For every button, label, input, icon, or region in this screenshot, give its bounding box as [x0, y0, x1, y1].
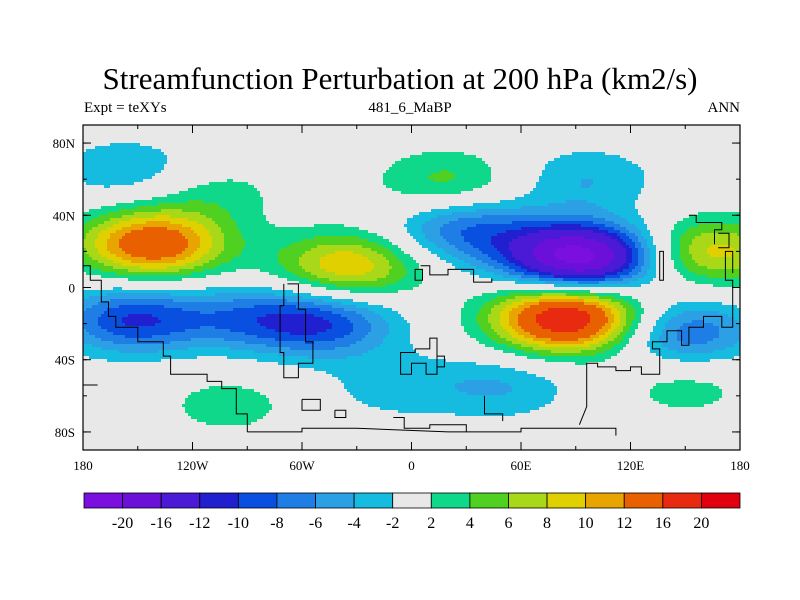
x-tick-label: 0: [408, 458, 415, 473]
coastline-7: [400, 337, 438, 375]
coastline-2: [279, 283, 314, 379]
colorbar-box: [199, 492, 239, 509]
colorbar-box: [430, 492, 471, 509]
colorbar-label: 4: [466, 515, 474, 532]
colorbar-box: [623, 492, 664, 509]
x-tick-label: 180: [73, 458, 93, 473]
colorbar-label: 16: [655, 515, 671, 532]
colorbar-box: [469, 492, 509, 509]
y-tick-label: 40N: [53, 208, 76, 223]
colorbar-box: [237, 492, 278, 509]
colorbar-box: [160, 492, 201, 509]
coastline-0: [83, 265, 248, 432]
y-tick-label: 80N: [53, 136, 76, 151]
coastline-10: [393, 417, 467, 432]
y-tick-label: 0: [69, 281, 76, 296]
x-tick-label: 120W: [177, 458, 210, 473]
colorbar-label: 2: [427, 515, 435, 532]
case-label: 481_6_MaBP: [368, 100, 452, 116]
map-title: Streamfunction Perturbation at 200 hPa (…: [102, 61, 698, 96]
colorbar-label: -4: [347, 515, 360, 532]
colorbar-label: 10: [578, 515, 594, 532]
colorbar-box: [585, 492, 625, 509]
colorbar-label: -8: [270, 515, 283, 532]
colorbar-label: 8: [543, 515, 551, 532]
colorbar-box: [353, 492, 394, 509]
colorbar-label: -16: [151, 515, 172, 532]
x-tick-label: 60W: [289, 458, 315, 473]
colorbar-label: -10: [228, 515, 249, 532]
colorbar-box: [315, 492, 355, 509]
coastline-6: [414, 268, 423, 281]
coastline-5: [420, 265, 493, 283]
colorbar-label: 12: [616, 515, 632, 532]
coastline-13: [688, 214, 723, 245]
colorbar-box: [508, 492, 548, 509]
coastline-4: [334, 409, 347, 418]
coastline-8: [436, 355, 445, 368]
colorbar-label: -20: [112, 515, 133, 532]
coastline-1: [247, 427, 617, 436]
y-tick-label: 80S: [55, 425, 75, 440]
field-raster: [83, 143, 740, 425]
colorbar-box: [83, 492, 123, 509]
colorbar-label: -6: [309, 515, 322, 532]
season-label: ANN: [707, 100, 741, 116]
colorbar-label: 20: [693, 515, 709, 532]
x-tick-label: 120E: [617, 458, 645, 473]
coastline-12: [659, 250, 664, 281]
colorbar-box: [546, 492, 587, 509]
colorbar-box: [122, 492, 162, 509]
colorbar-box: [701, 492, 741, 509]
colorbar-box: [392, 492, 432, 509]
x-tick-label: 60E: [511, 458, 532, 473]
coastline-3: [301, 398, 321, 411]
colorbar-box: [276, 492, 316, 509]
coastline-9: [484, 395, 504, 422]
coastline-11: [578, 250, 734, 425]
coastline-14: [718, 232, 730, 249]
colorbar-label: -12: [189, 515, 210, 532]
x-tick-label: 180: [730, 458, 750, 473]
colorbar-box: [662, 492, 702, 509]
y-tick-label: 40S: [55, 353, 75, 368]
experiment-label: Expt = teXYs: [84, 100, 167, 116]
colorbar-label: 6: [504, 515, 512, 532]
colorbar-label: -2: [386, 515, 399, 532]
